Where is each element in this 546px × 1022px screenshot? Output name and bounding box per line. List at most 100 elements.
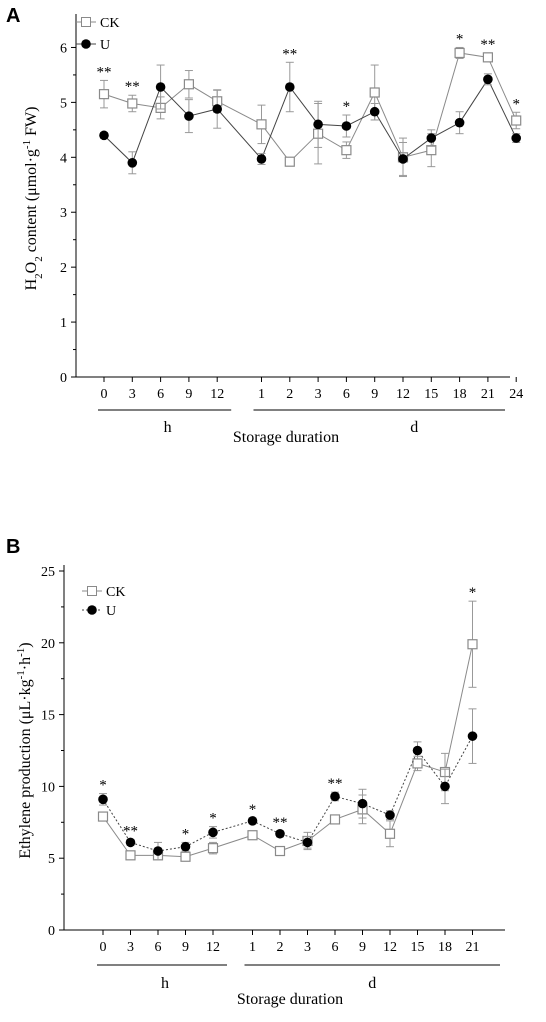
panel-a-significance-mark: * <box>343 99 351 115</box>
panel-a-y-title-part: H <box>23 278 40 290</box>
panel-b-u-point <box>440 781 450 792</box>
panel-a-ck-point <box>183 79 194 90</box>
panel-b-u-point <box>302 837 313 848</box>
panel-b-y-tick-label: 10 <box>41 780 55 795</box>
panel-a-u-point <box>256 154 267 164</box>
panel-b-x-tick-label: 3 <box>304 940 311 955</box>
panel-a-y-title-part: FW) <box>23 107 40 140</box>
panel-a-legend-label: CK <box>100 16 119 31</box>
panel-a-y-title-part: 2 <box>33 273 45 279</box>
panel-a-u-point <box>511 133 521 143</box>
panel-b-y-tick-label: 25 <box>41 565 55 580</box>
panel-b-legend-label: U <box>106 604 116 619</box>
panel-b-ck-point <box>329 814 341 825</box>
panel-a-x-tick-label: 9 <box>185 387 192 402</box>
panel-a-y-tick-label: 3 <box>60 206 67 221</box>
panel-b-significance-mark: * <box>182 826 190 842</box>
panel-a-series-ck-line <box>103 52 517 163</box>
panel-a-u-point <box>483 74 493 85</box>
panel-b-x-tick-label: 6 <box>332 940 339 955</box>
panel-b-u-point <box>125 837 136 848</box>
panel-b-u-point <box>330 791 340 802</box>
panel-b-ck-point <box>97 811 109 822</box>
panel-b-significance-mark: * <box>209 811 217 827</box>
panel-a-x-tick-label: 12 <box>210 387 224 402</box>
panel-b-ck-point <box>247 830 258 841</box>
panel-b-x-tick-label: 21 <box>466 940 480 955</box>
panel-a-y-tick-label: 5 <box>60 96 67 111</box>
panel-a-y-title-part: -1 <box>21 140 33 149</box>
panel-a-legend-u-marker <box>81 39 91 49</box>
panel-b-y-title-part: -1 <box>15 670 27 679</box>
panel-b-u-point <box>467 731 478 741</box>
panel-a-y-axis-title: H2O2 content (μmol·g-1 FW) <box>21 107 45 291</box>
panel-a-x-tick-label: 24 <box>509 387 523 402</box>
panel-a-ck-point <box>284 156 295 167</box>
panel-a-x-tick-label: 6 <box>157 387 164 402</box>
panel-b-x-tick-label: 12 <box>383 940 397 955</box>
panel-a-y-title-part: 2 <box>33 256 45 262</box>
panel-a-y-tick-label: 6 <box>60 41 67 56</box>
panel-b-ck-point <box>180 851 191 862</box>
panel-a-u-point <box>369 106 380 117</box>
panel-b-legend-u-marker <box>87 605 97 615</box>
panel-b-legend-ck-marker <box>87 586 97 596</box>
panel-b-x-tick-label: 18 <box>438 940 452 955</box>
panel-a-legend-label: U <box>100 38 110 53</box>
panel-a-ck-point <box>127 98 138 109</box>
panel-b-ck-point <box>207 843 219 854</box>
panel-a-ck-point <box>454 47 465 59</box>
panel-b-significance-mark: ** <box>328 776 343 792</box>
panel-a-significance-mark: * <box>512 96 520 112</box>
panel-a-x-tick-label: 15 <box>424 387 438 402</box>
panel-b-ck-point <box>467 639 478 650</box>
panel-a-x-tick-label: 0 <box>101 387 108 402</box>
panel-b-x-tick-label: 12 <box>206 940 220 955</box>
panel-a-ck-point <box>369 87 380 98</box>
panel-b-significance-mark: ** <box>123 824 138 840</box>
panel-b-y-tick-label: 5 <box>48 852 55 867</box>
panel-a-x-tick-label: 18 <box>453 387 467 402</box>
panel-a-hours-label: h <box>164 419 172 436</box>
panel-b-x-tick-label: 1 <box>249 940 256 955</box>
panel-b-hours-label: h <box>161 975 169 992</box>
panel-a-x-tick-label: 3 <box>315 387 322 402</box>
panel-a-u-point <box>341 121 352 131</box>
panel-b-x-tick-label: 9 <box>359 940 366 955</box>
panel-b-u-point <box>98 794 108 805</box>
panel-a-days-label: d <box>410 419 418 436</box>
panel-b-u-point <box>180 841 191 852</box>
panel-b-ck-point <box>384 828 396 839</box>
panel-a-u-point <box>398 154 408 164</box>
panel-a-x-tick-label: 21 <box>481 387 495 402</box>
panel-a-x-tick-label: 6 <box>343 387 350 402</box>
panel-a-u-point <box>313 119 323 130</box>
panel-a-letter: A <box>6 5 20 27</box>
panel-a-u-point <box>184 111 194 121</box>
panel-a-x-tick-label: 12 <box>396 387 410 402</box>
panel-a-u-point <box>127 158 138 168</box>
panel-a-y-tick-label: 0 <box>60 371 67 386</box>
panel-b-x-tick-label: 15 <box>411 940 425 955</box>
panel-a-u-point <box>426 133 437 143</box>
panel-a-significance-mark: ** <box>125 79 140 95</box>
panel-a-x-tick-label: 9 <box>371 387 378 402</box>
panel-b-significance-mark: ** <box>273 815 288 831</box>
panel-a-significance-mark: * <box>456 31 464 47</box>
panel-b-ck-point <box>274 845 286 857</box>
panel-b-ck-point <box>412 758 423 769</box>
panel-b-y-tick-label: 0 <box>48 924 55 939</box>
panel-a-ck-point <box>482 52 493 63</box>
panel-b-u-point <box>208 827 218 838</box>
panel-b-u-point <box>412 745 423 756</box>
panel-b-days-label: d <box>368 975 376 992</box>
panel-b-y-title-part: Ethylene production (μL·kg <box>17 679 34 858</box>
panel-b-u-point <box>247 816 258 826</box>
panel-a-ck-point <box>341 145 352 156</box>
panel-b-x-tick-label: 0 <box>100 940 107 955</box>
panel-b-u-point <box>153 846 163 856</box>
panel-a-y-title-part: O <box>23 262 40 274</box>
panel-b-u-point <box>385 810 395 820</box>
panel-b-x-tick-label: 2 <box>277 940 284 955</box>
